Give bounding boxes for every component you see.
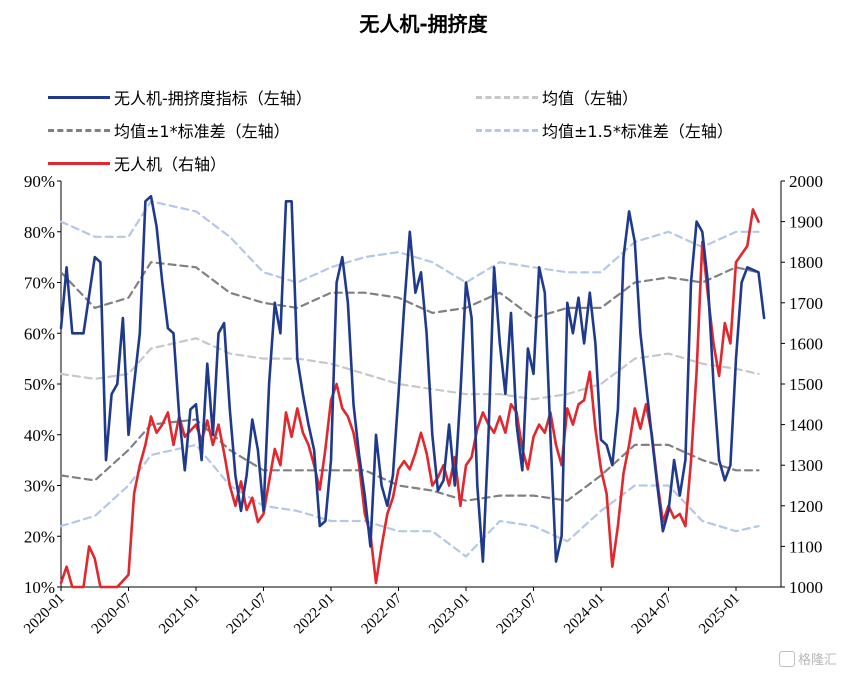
x-tick-label: 2025-01 — [696, 591, 743, 638]
legend-item-main: 无人机-拥挤度指标（左轴） — [48, 87, 312, 108]
y-left-tick-label: 20% — [24, 527, 55, 546]
series-line-price — [59, 208, 760, 589]
y-right-tick-label: 1200 — [789, 497, 823, 516]
y-left-tick-label: 30% — [24, 477, 55, 496]
y-left-tick-label: 50% — [24, 375, 55, 394]
x-tick-label: 2020-01 — [21, 591, 68, 638]
y-right-tick-label: 2000 — [789, 172, 823, 191]
y-right-tick-label: 1800 — [789, 253, 823, 272]
y-right-tick-label: 1500 — [789, 375, 823, 394]
y-right-tick-label: 1700 — [789, 294, 823, 313]
legend-swatch-price — [48, 161, 110, 165]
y-right-tick-label: 1600 — [789, 334, 823, 353]
x-tick-label: 2023-01 — [426, 591, 473, 638]
legend-label-sd15: 均值±1.5*标准差（左轴） — [542, 122, 733, 141]
y-left-tick-label: 90% — [24, 172, 55, 191]
x-tick-label: 2020-07 — [89, 590, 136, 637]
legend-swatch-sd15 — [476, 128, 538, 132]
legend-swatch-main — [48, 95, 110, 99]
series-line-main — [59, 194, 766, 563]
legend-item-price: 无人机（右轴） — [48, 153, 227, 174]
watermark-text: 格隆汇 — [797, 653, 837, 668]
watermark-logo-icon — [778, 650, 795, 667]
x-tick-label: 2022-07 — [359, 590, 406, 637]
legend-swatch-mean — [476, 95, 538, 99]
y-right-tick-label: 1300 — [789, 456, 823, 475]
y-left-tick-label: 70% — [24, 274, 55, 293]
legend-item-sd15: 均值±1.5*标准差（左轴） — [476, 120, 733, 141]
chart-title: 无人机-拥挤度 — [359, 12, 488, 36]
y-right-tick-label: 1000 — [789, 578, 823, 597]
y-right-tick-label: 1400 — [789, 416, 823, 435]
y-left-tick-label: 80% — [24, 223, 55, 242]
series-line-mean — [59, 337, 760, 401]
y-left-tick-label: 10% — [24, 578, 55, 597]
legend-item-sd1: 均值±1*标准差（左轴） — [48, 120, 290, 141]
x-tick-label: 2021-07 — [224, 590, 271, 637]
x-tick-label: 2022-01 — [291, 591, 338, 638]
legend-item-mean: 均值（左轴） — [476, 87, 639, 108]
x-tick-label: 2024-01 — [561, 591, 608, 638]
series-line-sd1-lower — [59, 418, 760, 502]
legend-label-sd1: 均值±1*标准差（左轴） — [114, 122, 290, 141]
x-tick-label: 2021-01 — [156, 591, 203, 638]
legend-label-main: 无人机-拥挤度指标（左轴） — [114, 89, 312, 108]
watermark: 格隆汇 — [778, 649, 837, 668]
series-line-sd15-lower — [59, 443, 760, 558]
legend-label-price: 无人机（右轴） — [114, 155, 227, 174]
y-left-tick-label: 60% — [24, 324, 55, 343]
y-right-tick-label: 1100 — [789, 537, 822, 556]
series-line-sd15-upper — [59, 200, 760, 284]
legend-swatch-sd1 — [48, 128, 110, 132]
y-right-tick-label: 1900 — [789, 213, 823, 232]
x-tick-label: 2023-07 — [494, 590, 541, 637]
legend-label-mean: 均值（左轴） — [542, 89, 639, 108]
series-line-sd1-upper — [59, 261, 760, 320]
y-left-tick-label: 40% — [24, 426, 55, 445]
x-tick-label: 2024-07 — [629, 590, 676, 637]
